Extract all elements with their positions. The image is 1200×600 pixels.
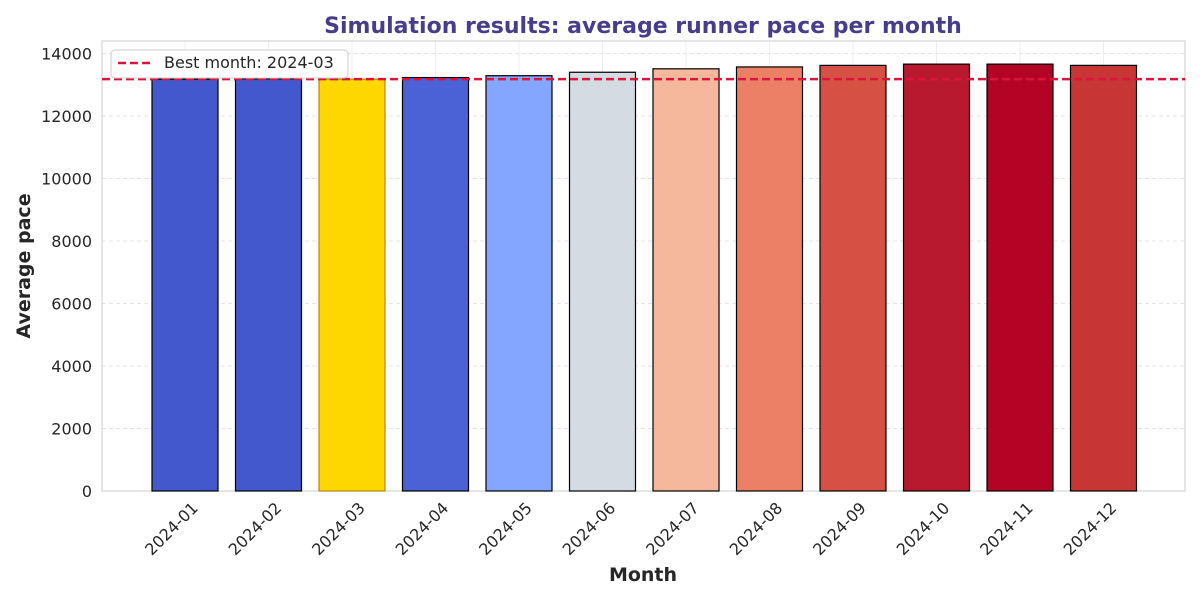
x-axis-label: Month [609, 564, 677, 586]
x-tick-label: 2024-07 [642, 498, 703, 559]
y-tick-label: 10000 [41, 170, 92, 189]
chart-title: Simulation results: average runner pace … [324, 14, 962, 39]
y-tick-label: 6000 [51, 295, 92, 314]
bar-2024-08 [735, 66, 804, 492]
bar-2024-12 [1069, 64, 1138, 492]
x-tick-labels: 2024-01 2024-02 2024-03 2024-04 2024-05 2024-… [141, 498, 1120, 559]
legend-label: Best month: 2024-03 [164, 53, 334, 72]
x-tick-label: 2024-05 [475, 498, 536, 559]
bar-2024-11 [986, 63, 1054, 492]
x-tick-label: 2024-04 [392, 498, 453, 559]
bars [151, 63, 1138, 492]
bar-2024-05 [485, 75, 553, 492]
x-tick-label: 2024-02 [225, 498, 286, 559]
bar-2024-09 [819, 64, 887, 492]
x-tick-label: 2024-01 [141, 498, 202, 559]
legend-box [110, 49, 349, 79]
y-tick-labels: 0 2000 4000 6000 8000 10000 12000 14000 [41, 45, 92, 502]
bar-2024-01 [151, 78, 219, 492]
y-tick-label: 14000 [41, 45, 92, 64]
x-tick-label: 2024-11 [976, 498, 1037, 559]
x-tick-label: 2024-10 [893, 498, 954, 559]
y-tick-label: 8000 [51, 232, 92, 251]
bar-2024-03 [318, 78, 386, 492]
y-tick-label: 4000 [51, 357, 92, 376]
x-tick-label: 2024-03 [308, 498, 369, 559]
x-tick-label: 2024-06 [559, 498, 620, 559]
y-tick-label: 0 [82, 482, 92, 501]
bar-2024-06 [568, 71, 637, 492]
y-tick-label: 2000 [51, 420, 92, 439]
bar-2024-02 [234, 78, 303, 492]
bar-2024-04 [401, 76, 470, 492]
x-tick-label: 2024-08 [726, 498, 787, 559]
legend: Best month: 2024-03 [110, 49, 349, 79]
plot-area-frame [101, 40, 1186, 492]
x-tick-label: 2024-12 [1060, 498, 1121, 559]
y-tick-label: 12000 [41, 107, 92, 126]
bar-2024-10 [902, 63, 971, 492]
x-tick-label: 2024-09 [809, 498, 870, 559]
bar-2024-07 [652, 68, 720, 492]
y-axis-label: Average pace [13, 193, 35, 338]
